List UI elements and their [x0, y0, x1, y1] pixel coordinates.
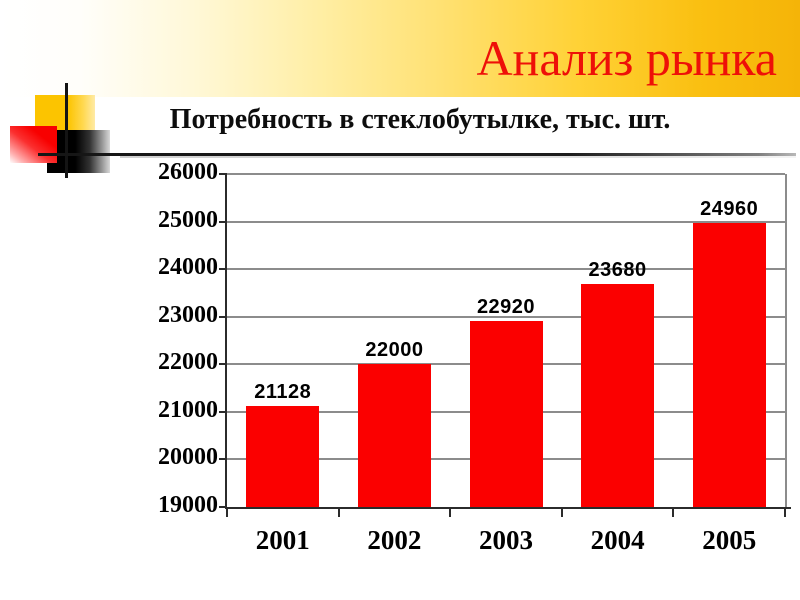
- y-axis-label: 19000: [158, 492, 218, 518]
- plot-right-border: [785, 174, 787, 507]
- bar-value-label: 21128: [254, 380, 312, 403]
- bar-value-label: 22920: [476, 295, 536, 318]
- x-axis-label: 2004: [590, 525, 645, 555]
- x-axis-label: 2003: [479, 525, 533, 555]
- bar-value-label: 23680: [588, 259, 647, 282]
- bar-value-label: 24960: [700, 198, 759, 221]
- horizontal-accent-line: [38, 153, 796, 156]
- chart-gridline: [227, 268, 785, 271]
- y-axis-tick: [219, 315, 227, 318]
- y-axis-tick: [219, 506, 227, 508]
- y-axis-label: 26000: [158, 159, 218, 185]
- x-axis-label: 2005: [702, 525, 757, 555]
- bar-value-label: 22000: [365, 339, 424, 362]
- y-axis-tick: [219, 458, 227, 461]
- y-axis-tick: [219, 268, 227, 271]
- black-square: [47, 130, 110, 173]
- title-banner: Анализ рынка: [0, 0, 800, 97]
- data-bar: [357, 364, 431, 507]
- chart-gridline: [227, 315, 785, 318]
- y-axis-label: 24000: [158, 254, 218, 281]
- chart-gridline: [227, 173, 785, 175]
- x-axis-tick: [560, 509, 563, 517]
- data-bar: [581, 284, 655, 507]
- y-axis-line: [225, 174, 227, 509]
- data-bar: [246, 405, 320, 507]
- y-axis-label: 20000: [158, 444, 218, 471]
- x-axis-label: 2001: [255, 525, 310, 555]
- x-axis-label: 2002: [367, 525, 422, 555]
- x-axis-tick: [784, 509, 786, 517]
- y-axis-label: 25000: [158, 206, 218, 233]
- y-axis-label: 21000: [158, 396, 218, 423]
- y-axis-label: 23000: [158, 301, 218, 328]
- horizontal-accent-line-shadow: [120, 156, 796, 158]
- chart-gridline: [227, 220, 785, 223]
- red-square: [10, 126, 57, 163]
- x-axis-tick: [672, 509, 675, 517]
- y-axis-tick: [219, 173, 227, 175]
- data-bar: [692, 223, 766, 507]
- y-axis-tick: [219, 220, 227, 223]
- x-axis-line: [225, 507, 791, 509]
- x-axis-tick: [449, 509, 452, 517]
- y-axis-tick: [219, 363, 227, 366]
- chart-title: Потребность в стеклобутылке, тыс. шт.: [169, 104, 671, 135]
- y-axis-label: 22000: [158, 349, 218, 376]
- data-bar: [469, 320, 543, 507]
- vertical-accent-line: [65, 83, 68, 178]
- x-axis-tick: [226, 509, 228, 517]
- slide-title: Анализ рынка: [476, 30, 777, 86]
- y-axis-tick: [219, 410, 227, 413]
- x-axis-tick: [337, 509, 340, 517]
